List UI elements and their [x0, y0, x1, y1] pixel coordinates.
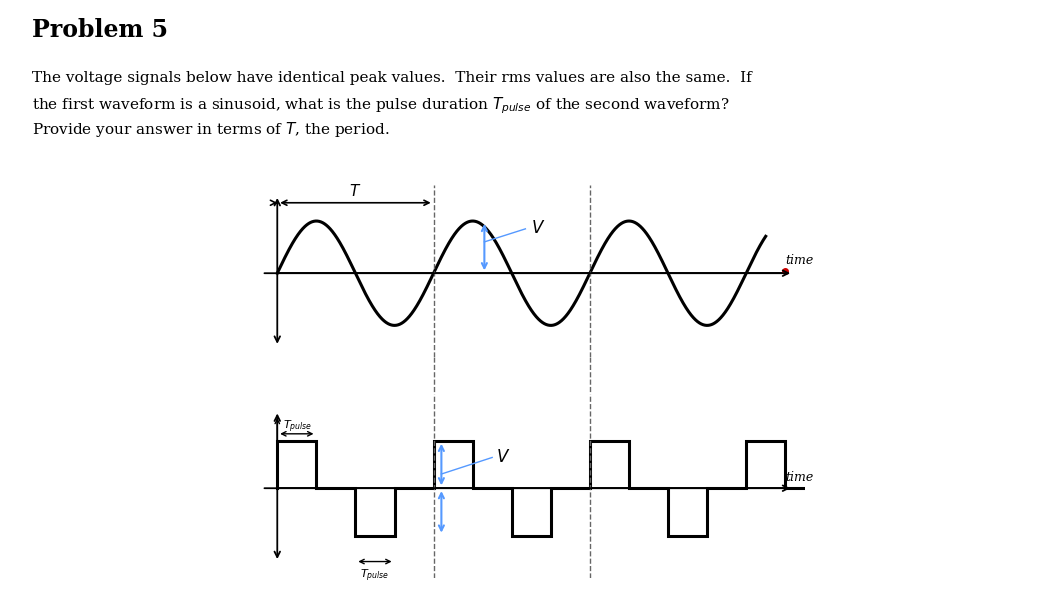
Text: $T$: $T$	[349, 183, 362, 199]
Text: Provide your answer in terms of $T$, the period.: Provide your answer in terms of $T$, the…	[32, 120, 389, 139]
Text: the first waveform is a sinusoid, what is the pulse duration $T_{\mathit{pulse}}: the first waveform is a sinusoid, what i…	[32, 95, 729, 116]
Text: time: time	[785, 472, 813, 485]
Text: The voltage signals below have identical peak values.  Their rms values are also: The voltage signals below have identical…	[32, 71, 751, 85]
Text: $T_{\mathit{pulse}}$: $T_{\mathit{pulse}}$	[360, 567, 389, 584]
Text: $T_{\mathit{pulse}}$: $T_{\mathit{pulse}}$	[283, 419, 312, 435]
Text: $V$: $V$	[531, 220, 546, 237]
Text: $V$: $V$	[497, 449, 510, 466]
Text: time: time	[785, 254, 813, 267]
Text: Problem 5: Problem 5	[32, 18, 167, 42]
